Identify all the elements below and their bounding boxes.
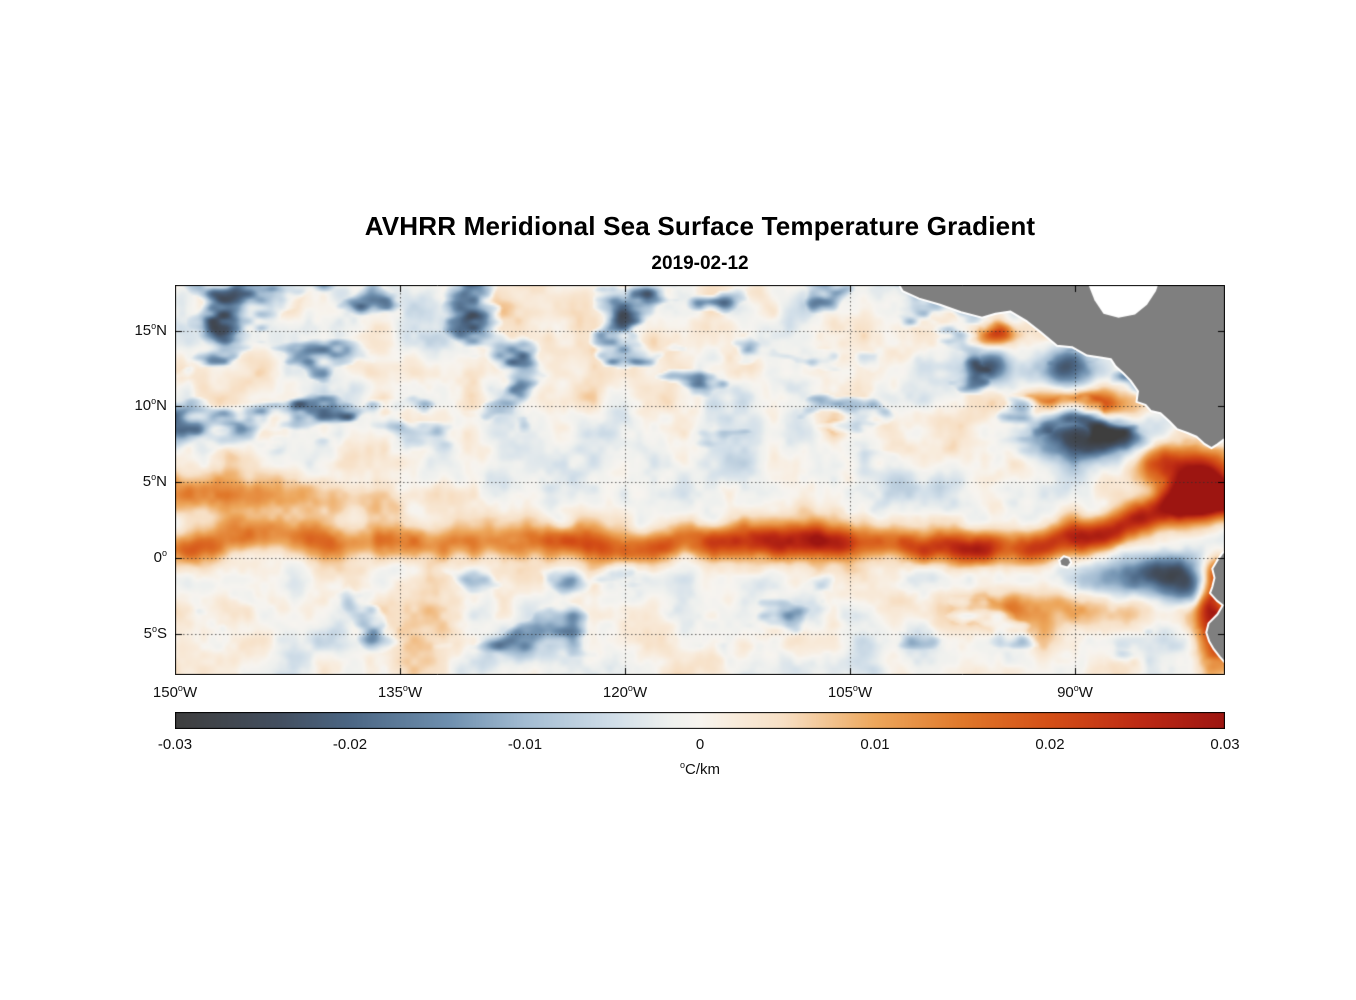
x-tick-label: 135oW	[377, 683, 423, 702]
y-tick-label: 10oN	[134, 396, 167, 415]
colorbar-tick-label: -0.03	[157, 736, 193, 753]
colorbar-tick-label: -0.02	[332, 736, 368, 753]
chart-title: AVHRR Meridional Sea Surface Temperature…	[364, 211, 1036, 241]
colorbar-tick-label: 0.01	[860, 736, 890, 753]
x-tick-label: 90oW	[1057, 683, 1093, 702]
map-overlay-canvas	[175, 285, 1225, 675]
colorbar-unit-label: oC/km	[175, 760, 1225, 779]
y-tick-label: 5oS	[143, 624, 167, 643]
x-tick-label: 120oW	[602, 683, 648, 702]
y-tick-label: 15oN	[134, 320, 167, 339]
colorbar-tick-label: -0.01	[507, 736, 543, 753]
degree-symbol: o	[679, 760, 685, 770]
y-tick-label: 5oN	[142, 472, 167, 491]
x-tick-label: 105oW	[827, 683, 873, 702]
chart-date: 2019-02-12	[651, 253, 749, 274]
colorbar	[175, 712, 1225, 729]
colorbar-tick-label: 0	[695, 736, 705, 753]
y-tick-label: 0o	[153, 548, 167, 567]
colorbar-tick-label: 0.02	[1035, 736, 1065, 753]
map-plot	[175, 285, 1225, 675]
x-tick-label: 150oW	[152, 683, 198, 702]
unit-text: C/km	[685, 761, 720, 778]
colorbar-tick-label: 0.03	[1210, 736, 1240, 753]
